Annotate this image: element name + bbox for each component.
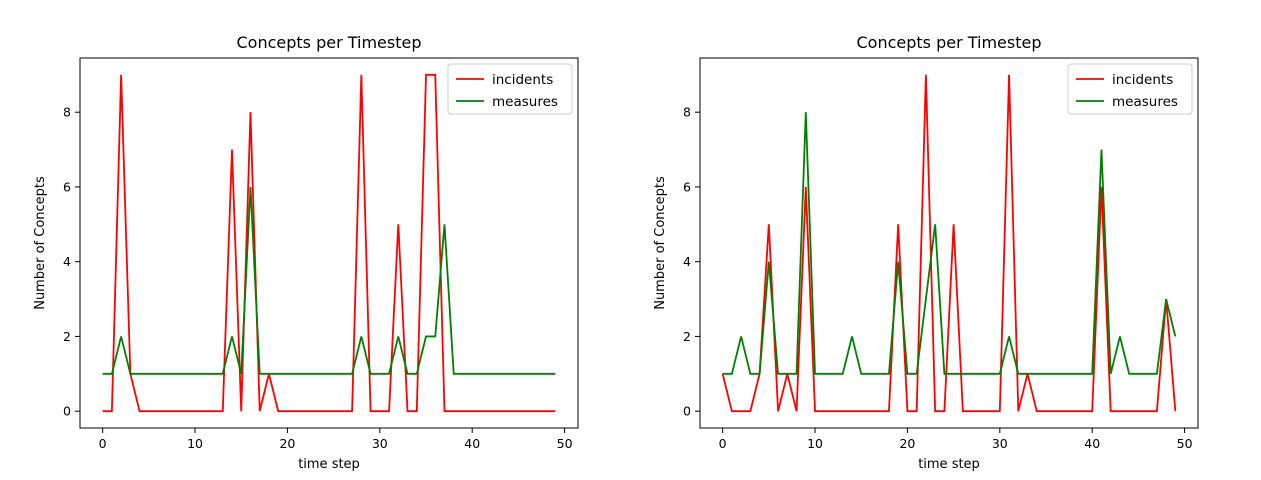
axes-frame [79,57,579,429]
x-tick-label: 20 [899,436,915,451]
y-tick-label: 0 [683,404,691,419]
series-line-incidents [721,74,1177,413]
chart-title: Concepts per Timestep [856,33,1041,52]
y-axis-label: Number of Concepts [653,176,668,310]
x-tick-label: 10 [807,436,823,451]
y-axis-label: Number of Concepts [33,176,48,310]
legend: incidents measures [447,63,573,115]
series-line-incidents [102,73,556,413]
x-tick-label: 0 [719,436,727,451]
x-tick-label: 40 [464,436,480,451]
chart-1: 0 10 20 30 40 50 0 2 4 6 8 Concepts per Timestep tim… [33,33,579,472]
x-tick-label: 30 [992,436,1008,451]
y-tick-label: 8 [63,105,71,120]
axes-frame [699,57,1199,429]
series-line-measures [722,112,1177,375]
chart-2: 0 10 20 30 40 50 0 2 4 6 8 Concepts per Timestep tim… [653,33,1199,472]
legend-label-incidents: incidents [1112,72,1173,88]
y-tick-label: 4 [683,254,691,269]
legend-label-incidents: incidents [492,72,553,88]
x-axis-label: time step [298,457,360,472]
y-tick-label: 6 [63,179,71,194]
series-line-measures [102,186,556,375]
y-tick-label: 2 [63,329,71,344]
legend: incidents measures [1067,63,1193,115]
x-tick-label: 0 [99,436,107,451]
legend-label-measures: measures [1112,94,1178,110]
chart-title: Concepts per Timestep [236,33,421,52]
y-tick-label: 6 [683,179,691,194]
y-tick-label: 8 [683,105,691,120]
y-tick-label: 2 [683,329,691,344]
x-tick-label: 50 [557,436,573,451]
x-tick-label: 10 [187,436,203,451]
legend-label-measures: measures [492,94,558,110]
x-tick-label: 40 [1084,436,1100,451]
x-tick-label: 30 [372,436,388,451]
y-tick-label: 0 [63,404,71,419]
x-tick-label: 20 [279,436,295,451]
x-tick-label: 50 [1177,436,1193,451]
y-tick-label: 4 [63,254,71,269]
x-axis-label: time step [918,457,980,472]
